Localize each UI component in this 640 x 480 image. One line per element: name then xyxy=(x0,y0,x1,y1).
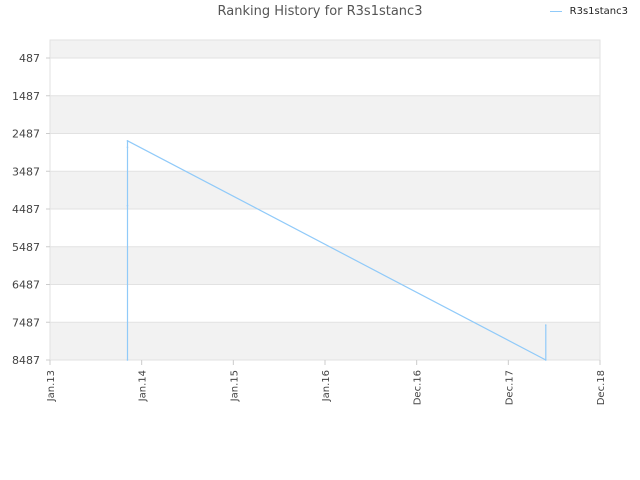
x-tick-label: Jan.13 xyxy=(46,370,57,402)
y-tick-label: 487 xyxy=(19,52,40,65)
plot-band xyxy=(50,322,600,360)
y-tick-label: 5487 xyxy=(12,241,40,254)
series-line[interactable] xyxy=(126,140,547,361)
plot-band xyxy=(50,95,600,134)
x-tick-label: Dec.18 xyxy=(596,370,607,405)
plot-band xyxy=(50,209,600,247)
series-layer xyxy=(126,139,547,361)
x-axis-ticks: Jan.13 Jan.14 Jan.15 Jan.16 Dec.16 Dec.17 Dec.… xyxy=(46,360,607,405)
x-tick-label: Dec.16 xyxy=(413,370,424,405)
legend-line-icon xyxy=(549,11,562,12)
plot-band xyxy=(50,246,600,285)
plot-bands xyxy=(50,40,600,360)
data-point[interactable] xyxy=(126,139,129,142)
y-tick-label: 8487 xyxy=(12,354,40,367)
x-tick-label: Jan.16 xyxy=(321,370,332,402)
plot-band xyxy=(50,171,600,209)
data-point[interactable] xyxy=(544,359,547,361)
chart-legend[interactable]: R3s1stanc3 xyxy=(549,6,628,17)
y-tick-label: 6487 xyxy=(12,279,40,292)
data-point[interactable] xyxy=(126,359,129,361)
y-axis-ticks: 487 1487 2487 3487 4487 5487 6487 7487 8487 xyxy=(12,52,50,367)
y-tick-label: 1487 xyxy=(12,90,40,103)
plot-band xyxy=(50,133,600,172)
x-tick-label: Jan.14 xyxy=(138,370,149,402)
y-tick-label: 4487 xyxy=(12,203,40,216)
data-point[interactable] xyxy=(544,324,547,326)
x-tick-label: Jan.15 xyxy=(229,370,240,402)
y-tick-label: 7487 xyxy=(12,316,40,329)
y-tick-label: 2487 xyxy=(12,128,40,141)
data-point[interactable] xyxy=(126,146,129,149)
data-point[interactable] xyxy=(126,204,129,207)
plot-band xyxy=(50,58,600,96)
chart-title: Ranking History for R3s1stanc3 xyxy=(217,4,423,19)
x-tick-label: Dec.17 xyxy=(504,370,515,405)
plot-band xyxy=(50,40,600,58)
plot-band xyxy=(50,284,600,323)
legend-series-label: R3s1stanc3 xyxy=(569,6,628,17)
y-tick-label: 3487 xyxy=(12,165,40,178)
